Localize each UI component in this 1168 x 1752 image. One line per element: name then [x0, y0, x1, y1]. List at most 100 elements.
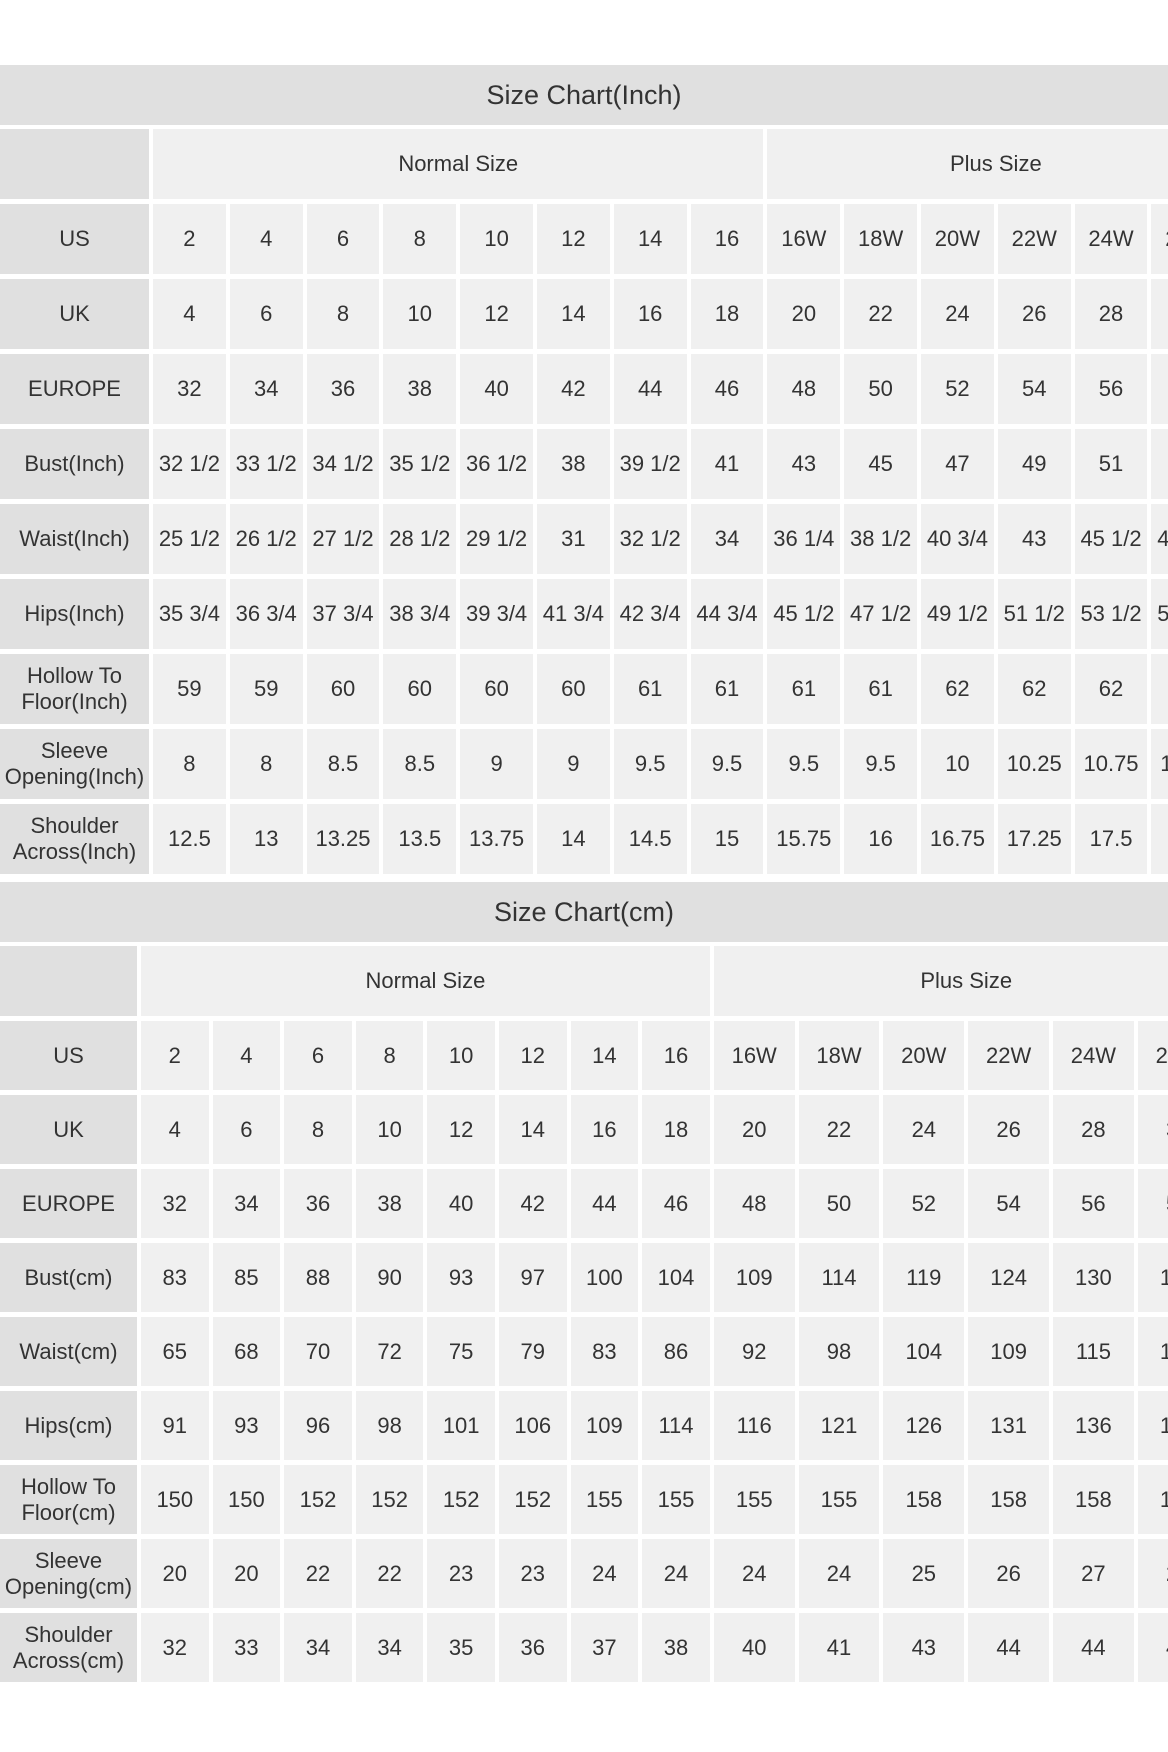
table-cell: 2 [153, 204, 226, 274]
table-cell: 51 1/2 [997, 579, 1071, 649]
table-cell: 18 [690, 279, 764, 349]
table-cell: 46 [642, 1169, 710, 1238]
table-cell: 22 [355, 1539, 424, 1608]
table-cell: 20 [713, 1095, 795, 1164]
table-cell: 34 [212, 1169, 281, 1238]
table-cell: 31 [536, 504, 610, 574]
table-cell: 158 [968, 1465, 1049, 1534]
table-row: Shoulder Across(cm) 32 33 34 34 35 36 37 38 40 41 4… [0, 1613, 1168, 1682]
row-label: Sleeve Opening(cm) [0, 1539, 137, 1608]
table-cell: 68 [212, 1317, 281, 1386]
table-cell: 93 [427, 1243, 495, 1312]
table-cell: 47 1/2 [1151, 504, 1168, 574]
table-cell: 8 [383, 204, 457, 274]
table-cell: 59 [153, 654, 226, 724]
table-cell: 38 [536, 429, 610, 499]
table-cell: 85 [212, 1243, 281, 1312]
table-cell: 136 [1053, 1391, 1134, 1460]
table-cell: 10.25 [997, 729, 1071, 799]
table-cell: 20W [921, 204, 994, 274]
table-cell: 18W [798, 1021, 880, 1090]
table-cell: 24 [883, 1095, 965, 1164]
table-cell: 4 [153, 279, 226, 349]
table-cell: 25 1/2 [153, 504, 226, 574]
table-cell: 61 [613, 654, 687, 724]
table-cell: 47 [921, 429, 994, 499]
table-cell: 51 [1074, 429, 1148, 499]
table-row: US24681012141616W18W20W22W24W26W [0, 204, 1168, 274]
table-cell: 16 [570, 1095, 639, 1164]
table-cell: 27 1/2 [306, 504, 380, 574]
table-cell: 38 [383, 354, 457, 424]
table-cell: 24 [713, 1539, 795, 1608]
table-cell: 79 [498, 1317, 567, 1386]
table-cell: 34 [690, 504, 764, 574]
table-cell: 24W [1074, 204, 1148, 274]
corner-cell [0, 946, 137, 1016]
table-cell: 131 [968, 1391, 1049, 1460]
table-cell: 152 [498, 1465, 567, 1534]
table-cell: 24 [798, 1539, 880, 1608]
table-cell: 29 1/2 [460, 504, 533, 574]
table-row: Sleeve Opening(cm) 20 20 22 22 23 23 24 24 24 24 25… [0, 1539, 1168, 1608]
table-cell: 46 [1137, 1613, 1168, 1682]
table-cell: 49 1/2 [921, 579, 994, 649]
table-cell: 42 3/4 [613, 579, 687, 649]
table-cell: 16W [713, 1021, 795, 1090]
chart-title: Size Chart(Inch) [0, 65, 1168, 125]
table-cell: 114 [642, 1391, 710, 1460]
table-cell: 36 1/2 [460, 429, 533, 499]
table-cell: 101 [427, 1391, 495, 1460]
table-cell: 27 [1053, 1539, 1134, 1608]
table-cell: 34 [229, 354, 303, 424]
table-cell: 12 [460, 279, 533, 349]
table-cell: 26 [968, 1539, 1049, 1608]
group-header-row: Normal Size Plus Size [0, 129, 1168, 199]
table-cell: 35 1/2 [383, 429, 457, 499]
table-cell: 58 [1137, 1169, 1168, 1238]
table-cell: 155 [798, 1465, 880, 1534]
table-cell: 34 1/2 [306, 429, 380, 499]
table-cell: 72 [355, 1317, 424, 1386]
table-cell: 50 [798, 1169, 880, 1238]
table-cell: 61 [767, 654, 841, 724]
table-cell: 55 1/2 [1151, 579, 1168, 649]
table-cell: 158 [883, 1465, 965, 1534]
table-cell: 155 [713, 1465, 795, 1534]
table-cell: 9.5 [844, 729, 918, 799]
table-cell: 124 [968, 1243, 1049, 1312]
table-cell: 53 [1151, 429, 1168, 499]
table-cell: 14 [536, 279, 610, 349]
table-cell: 54 [968, 1169, 1049, 1238]
table-cell: 20 [141, 1539, 209, 1608]
table-row: Bust(Inch) 32 1/2 33 1/2 34 1/2 35 1/2 36 1/2… [0, 429, 1168, 499]
table-row: EUROPE3234363840424446485052545658 [0, 1169, 1168, 1238]
table-cell: 10 [383, 279, 457, 349]
table-cell: 90 [355, 1243, 424, 1312]
table-cell: 14 [536, 804, 610, 874]
table-row: UK4681012141618202224262830 [0, 1095, 1168, 1164]
table-cell: 48 [713, 1169, 795, 1238]
table-cell: 40 [460, 354, 533, 424]
table-row: Sleeve Opening(Inch) 8 8 8.5 8.5 9 9 9.5 9.5 9.5 9… [0, 729, 1168, 799]
table-cell: 36 [498, 1613, 567, 1682]
table-cell: 91 [141, 1391, 209, 1460]
table-cell: 86 [642, 1317, 710, 1386]
table-cell: 13.5 [383, 804, 457, 874]
size-table: Normal Size Plus Size US 2 4 6 8 10 12 14 16 16W 18W… [0, 941, 1168, 1687]
table-cell: 8.5 [383, 729, 457, 799]
table-cell: 100 [570, 1243, 639, 1312]
table-cell: 60 [306, 654, 380, 724]
table-cell: 49 [997, 429, 1071, 499]
normal-size-header: Normal Size [141, 946, 710, 1016]
table-cell: 45 1/2 [767, 579, 841, 649]
table-cell: 58 [1151, 354, 1168, 424]
table-cell: 8 [153, 729, 226, 799]
table-cell: 83 [570, 1317, 639, 1386]
table-cell: 38 [355, 1169, 424, 1238]
table-cell: 44 [1053, 1613, 1134, 1682]
table-cell: 62 [921, 654, 994, 724]
table-cell: 20 [212, 1539, 281, 1608]
table-cell: 22W [997, 204, 1071, 274]
table-cell: 70 [284, 1317, 352, 1386]
